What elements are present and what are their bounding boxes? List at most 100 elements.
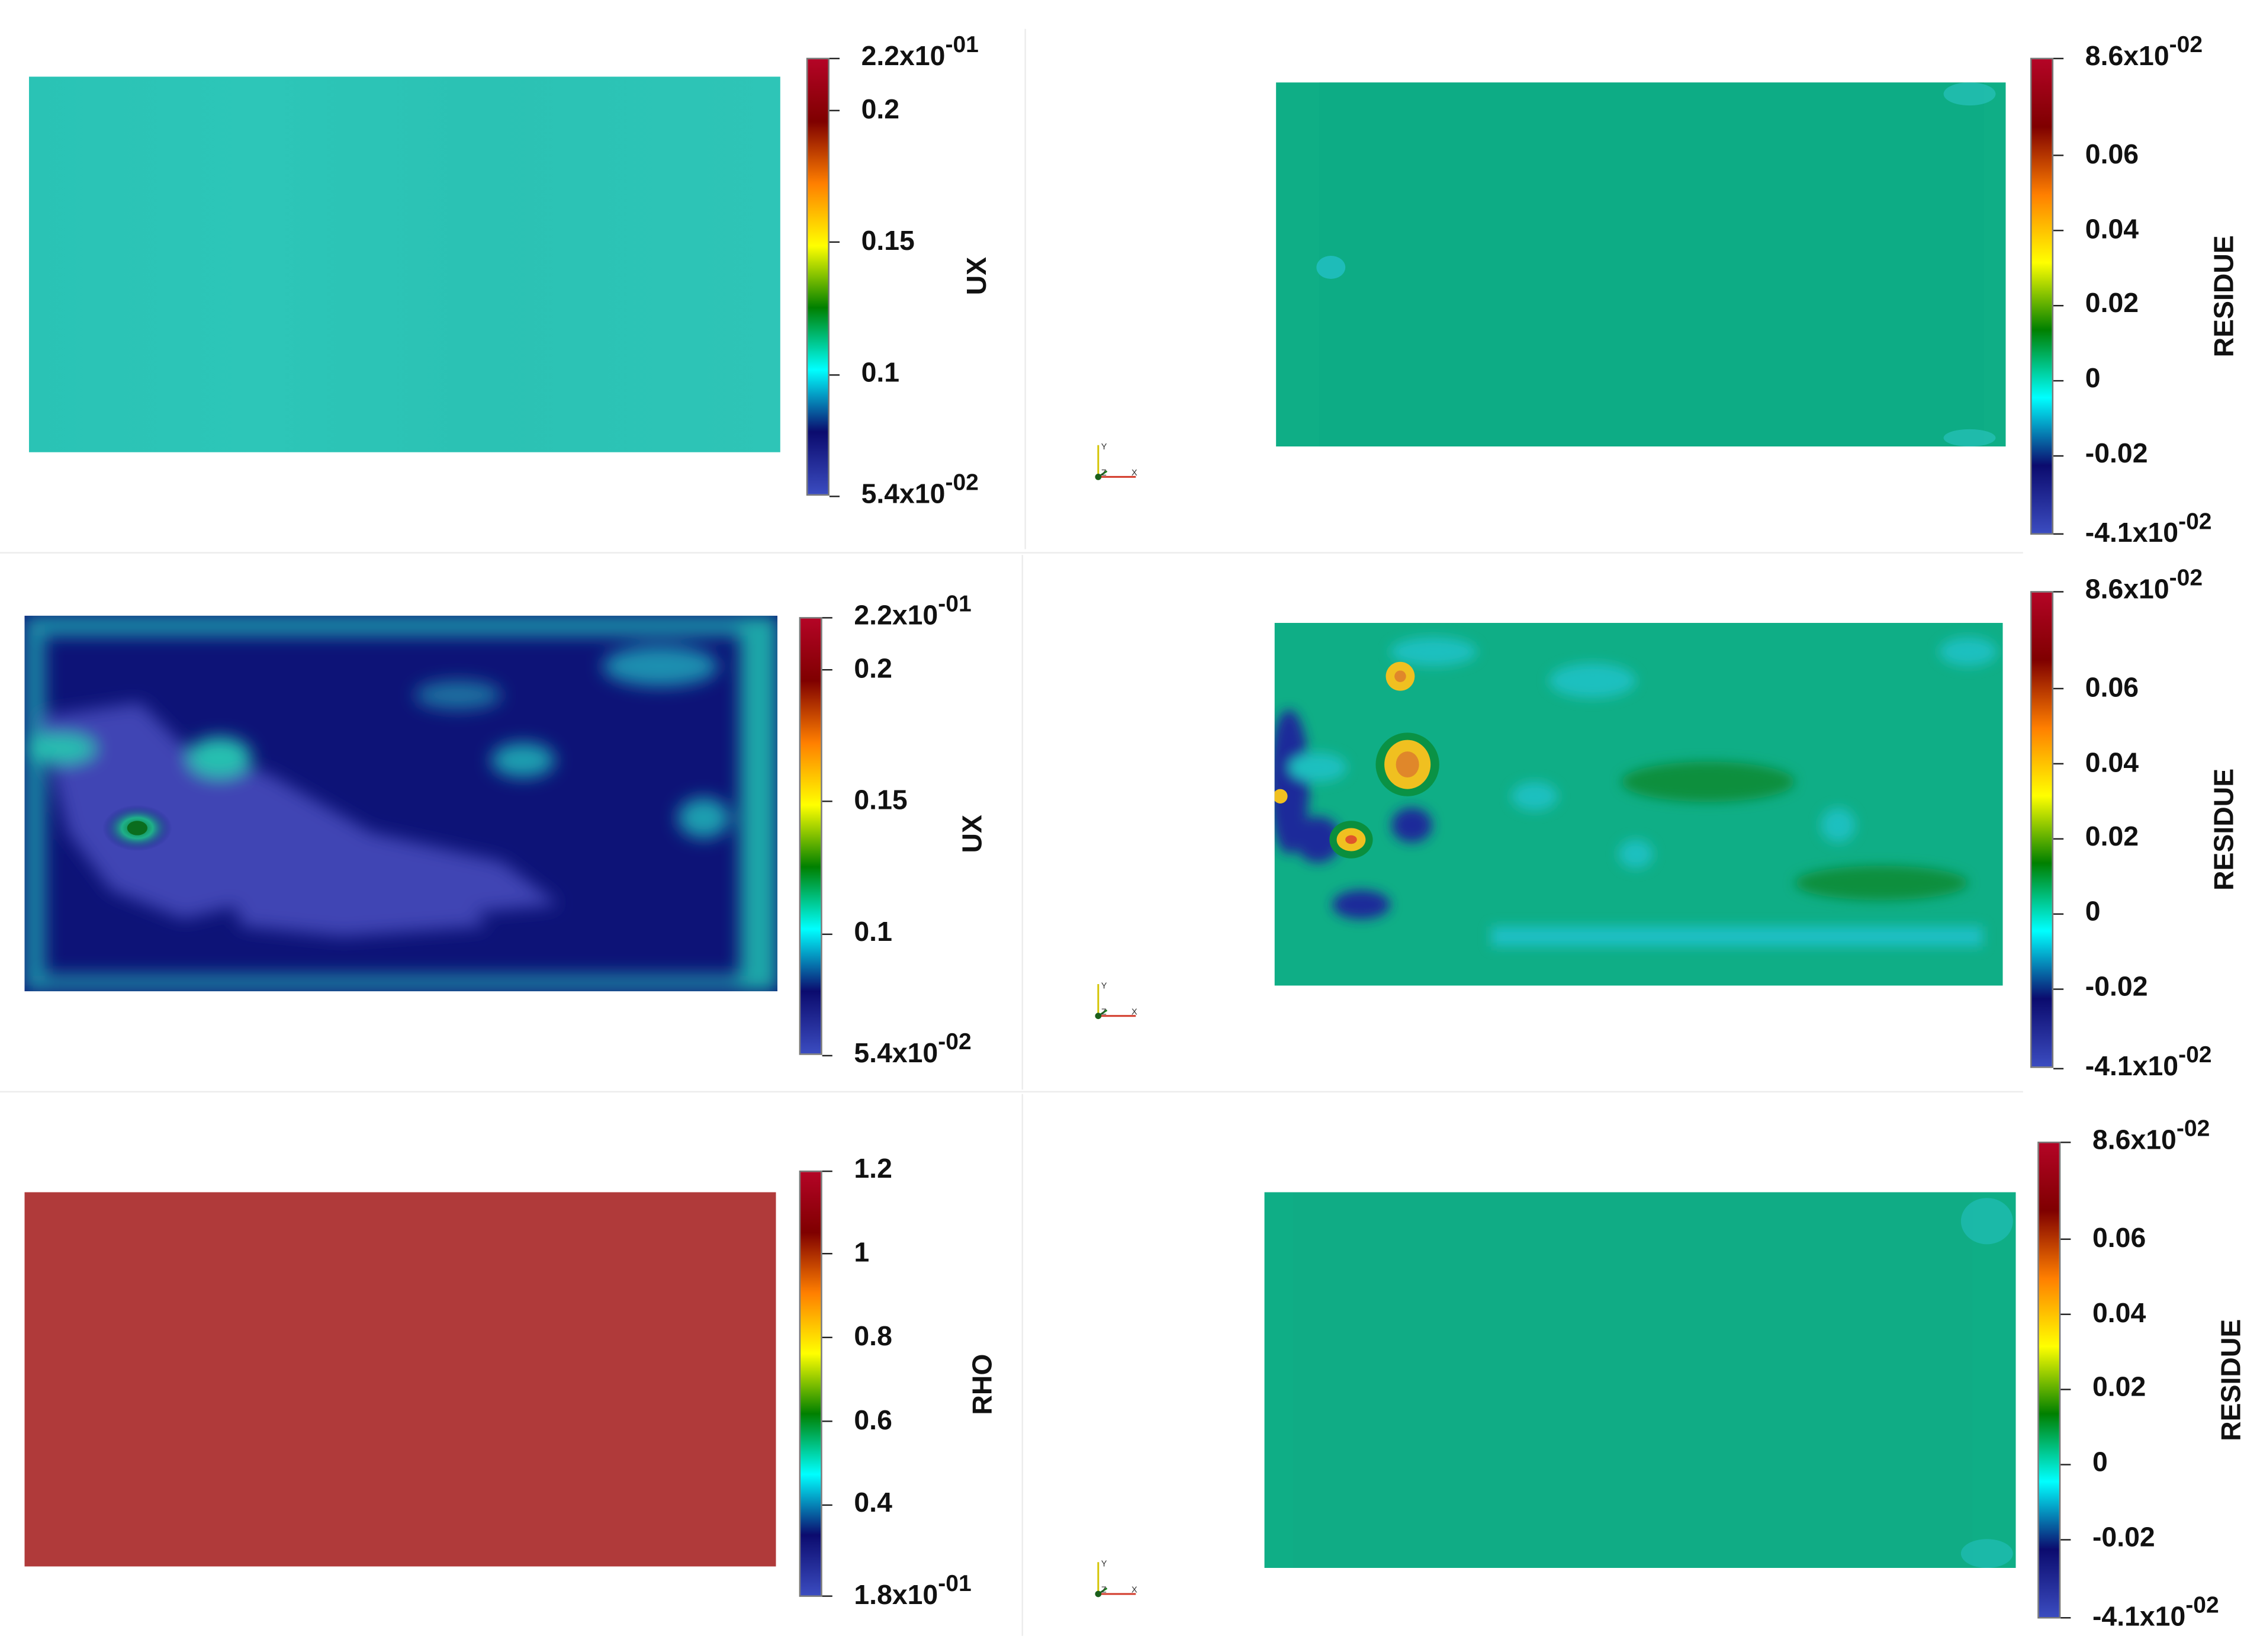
- colorbar-gradient: [2030, 57, 2054, 535]
- column-divider-1: [1024, 28, 1026, 549]
- colorbar-tick-label: 0.06: [2085, 139, 2139, 170]
- colorbar-tick-label: 0.1: [861, 358, 900, 389]
- residue-field-row2: [1274, 622, 2003, 986]
- colorbar-residue-row3: 8.6x10-02 0.06 0.04 0.02 0 -0.02 -4.1x10-02: [2037, 1117, 2219, 1633]
- colorbar-tick-mark: [2060, 1389, 2071, 1390]
- colorbar-tick-label: 8.6x10-02: [2085, 565, 2203, 606]
- colorbar-tick-mark: [2060, 1539, 2071, 1541]
- rho-field-row3: [24, 1192, 776, 1567]
- colorbar-residue-row1: 8.6x10-02 0.06 0.04 0.02 0 -0.02 -4.1x10-02: [2030, 34, 2212, 549]
- colorbar-tick-label: 1: [854, 1238, 870, 1269]
- colorbar-tick-label: 0.02: [2092, 1373, 2146, 1404]
- colorbar-tick-mark: [822, 1253, 832, 1255]
- colorbar-tick-mark: [2053, 455, 2064, 457]
- colorbar-tick-mark: [2053, 687, 2064, 690]
- colorbar-ticks: 8.6x10-02 0.06 0.04 0.02 0 -0.02 -4.1x10-02: [2053, 34, 2212, 549]
- colorbar-title: UX: [958, 815, 989, 853]
- colorbar-tick-label: 0: [2092, 1448, 2108, 1479]
- colorbar-tick-label: 1.2: [854, 1155, 892, 1185]
- colorbar-tick-mark: [2060, 1464, 2071, 1465]
- colorbar-title: RESIDUE: [2210, 235, 2240, 358]
- colorbar-tick-label: 1.8x10-01: [854, 1571, 972, 1612]
- axis-label-x: X: [1131, 468, 1137, 478]
- colorbar-tick-label: 5.4x10-02: [861, 470, 979, 510]
- colorbar-tick-label: 0: [2085, 365, 2101, 396]
- colorbar-ux-row2: 2.2x10-01 0.2 0.15 0.1 5.4x10-02: [799, 593, 972, 1069]
- colorbar-tick-mark: [2060, 1313, 2071, 1315]
- colorbar-tick-label: 0.06: [2085, 673, 2139, 703]
- colorbar-tick-mark: [2053, 988, 2064, 990]
- colorbar-tick-label: 0.04: [2085, 214, 2139, 245]
- colorbar-ticks: 2.2x10-01 0.2 0.15 0.1 5.4x10-02: [829, 34, 979, 510]
- colorbar-tick-label: -4.1x10-02: [2085, 509, 2212, 549]
- residue-field-row3: [1264, 1192, 2016, 1569]
- colorbar-tick-label: 0.2: [861, 94, 900, 126]
- colorbar-tick-label: 0.04: [2092, 1298, 2146, 1329]
- colorbar-tick-label: 0.06: [2092, 1223, 2146, 1254]
- colorbar-ticks: 2.2x10-01 0.2 0.15 0.1 5.4x10-02: [822, 593, 972, 1069]
- axis-label-z: Z: [1101, 468, 1107, 478]
- colorbar-tick-mark: [829, 242, 840, 243]
- colorbar-tick-label: -0.02: [2085, 439, 2148, 471]
- colorbar-gradient: [2037, 1142, 2061, 1619]
- colorbar-tick-mark: [822, 1336, 832, 1339]
- colorbar-gradient: [806, 57, 830, 496]
- colorbar-tick-mark: [822, 933, 832, 934]
- colorbar-tick-label: -4.1x10-02: [2092, 1593, 2219, 1633]
- colorbar-tick-mark: [822, 1596, 832, 1598]
- colorbar-title: RHO: [968, 1354, 999, 1415]
- colorbar-tick-label: 0.2: [854, 654, 892, 684]
- colorbar-tick-mark: [2053, 913, 2064, 915]
- colorbar-tick-mark: [822, 1054, 832, 1056]
- axis-label-x: X: [1131, 1586, 1137, 1595]
- colorbar-tick-mark: [829, 57, 840, 59]
- orientation-axes-icon: Y Z X: [1086, 975, 1145, 1033]
- colorbar-tick-label: 0.1: [854, 917, 892, 949]
- colorbar-gradient: [2030, 591, 2054, 1068]
- colorbar-tick-mark: [2060, 1140, 2071, 1143]
- colorbar-tick-mark: [2053, 57, 2064, 59]
- axis-label-y: Y: [1101, 981, 1107, 991]
- residue-field-row1: [1276, 82, 2006, 447]
- colorbar-tick-label: 0.6: [854, 1405, 892, 1436]
- colorbar-tick-mark: [2053, 763, 2064, 765]
- colorbar-ux-row1: 2.2x10-01 0.2 0.15 0.1 5.4x10-02: [806, 34, 979, 510]
- row-divider-1: [0, 552, 2023, 554]
- colorbar-tick-mark: [2053, 533, 2064, 536]
- colorbar-tick-mark: [822, 1169, 832, 1172]
- colorbar-tick-mark: [2053, 838, 2064, 840]
- colorbar-tick-label: 0.02: [2085, 822, 2139, 854]
- colorbar-gradient: [799, 1170, 822, 1597]
- axis-label-y: Y: [1101, 442, 1107, 452]
- row-divider-2: [0, 1091, 2023, 1093]
- orientation-axes-icon: Y Z X: [1086, 436, 1145, 494]
- colorbar-tick-mark: [2053, 155, 2064, 156]
- colorbar-rho-row3: 1.2 1 0.8 0.6 0.4 1.8x10-01: [799, 1155, 972, 1611]
- colorbar-ticks: 8.6x10-02 0.06 0.04 0.02 0 -0.02 -4.1x10-02: [2060, 1117, 2219, 1633]
- colorbar-tick-label: 0.15: [861, 226, 915, 257]
- colorbar-residue-row2: 8.6x10-02 0.06 0.04 0.02 0 -0.02 -4.1x10-02: [2030, 567, 2212, 1082]
- colorbar-tick-label: 0.15: [854, 786, 908, 817]
- colorbar-tick-label: 0.8: [854, 1322, 892, 1352]
- colorbar-tick-label: -0.02: [2085, 973, 2148, 1004]
- colorbar-gradient: [799, 617, 822, 1055]
- colorbar-tick-label: 0: [2085, 898, 2101, 928]
- colorbar-tick-label: 8.6x10-02: [2092, 1116, 2210, 1156]
- colorbar-title: RESIDUE: [2210, 768, 2240, 891]
- colorbar-tick-mark: [2053, 1067, 2064, 1069]
- column-divider-3: [1021, 1094, 1023, 1636]
- axis-label-y: Y: [1101, 1560, 1107, 1569]
- colorbar-tick-mark: [822, 1504, 832, 1506]
- colorbar-tick-mark: [2053, 230, 2064, 232]
- colorbar-tick-label: 0.04: [2085, 748, 2139, 779]
- colorbar-tick-mark: [822, 668, 832, 671]
- colorbar-tick-mark: [822, 616, 832, 618]
- colorbar-tick-mark: [829, 110, 840, 111]
- colorbar-title: UX: [962, 256, 994, 295]
- colorbar-tick-mark: [2053, 380, 2064, 382]
- colorbar-ticks: 1.2 1 0.8 0.6 0.4 1.8x10-01: [822, 1155, 972, 1611]
- colorbar-tick-mark: [2060, 1618, 2071, 1619]
- axis-label-z: Z: [1101, 1007, 1107, 1017]
- ux-field-row2: [24, 615, 778, 992]
